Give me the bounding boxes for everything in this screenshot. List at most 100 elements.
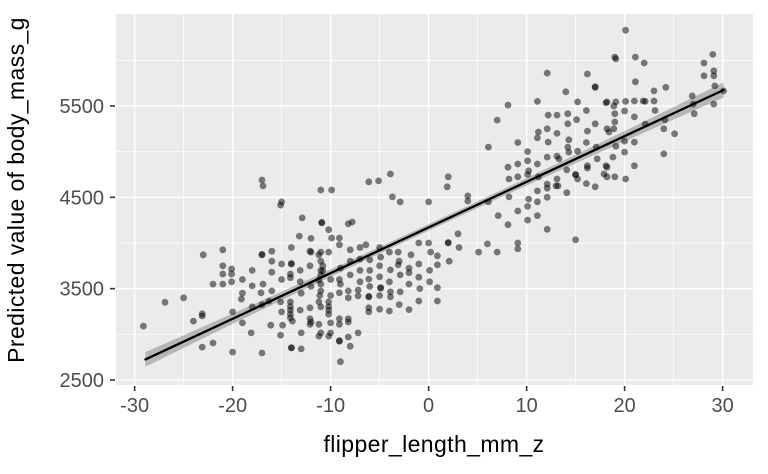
data-point — [631, 138, 638, 146]
data-point — [565, 148, 573, 156]
data-point — [327, 319, 334, 327]
data-point — [219, 280, 227, 288]
data-point — [434, 261, 441, 269]
data-point — [543, 125, 551, 133]
data-point — [316, 292, 324, 299]
data-point — [387, 266, 394, 274]
data-point — [543, 193, 551, 201]
data-point — [640, 59, 648, 67]
data-point — [434, 284, 441, 292]
data-point — [376, 273, 383, 281]
data-point — [239, 319, 246, 327]
data-point — [583, 139, 590, 146]
data-point — [386, 248, 393, 256]
data-point — [199, 251, 207, 259]
data-point — [365, 178, 373, 186]
data-point — [524, 157, 531, 165]
data-point — [622, 26, 629, 34]
data-point — [611, 173, 619, 181]
data-point — [524, 171, 531, 178]
data-point — [336, 320, 343, 328]
data-point — [247, 329, 255, 337]
data-point — [258, 349, 266, 357]
data-point — [525, 195, 532, 203]
data-point — [415, 239, 423, 247]
data-point — [565, 136, 573, 144]
data-point — [543, 184, 551, 192]
data-point — [611, 53, 619, 61]
data-point — [690, 110, 698, 118]
data-point — [258, 251, 266, 258]
data-point — [514, 173, 522, 181]
data-point — [709, 51, 717, 58]
data-point — [573, 116, 580, 124]
data-point — [591, 120, 599, 128]
data-point — [650, 87, 658, 95]
data-point — [524, 148, 531, 156]
data-point — [268, 257, 276, 265]
data-point — [711, 82, 719, 90]
data-point — [346, 271, 354, 279]
regression-line-segment — [144, 88, 725, 361]
data-point — [279, 321, 286, 329]
data-points — [140, 26, 727, 366]
data-point — [534, 98, 541, 105]
y-tick-label: 2500 — [60, 370, 105, 392]
data-point — [229, 348, 237, 356]
data-point — [278, 260, 285, 268]
data-point — [485, 143, 492, 151]
axis-tick-labels: -30 -20 -10 0 10 20 30 2500 3500 4500 5500 — [60, 96, 734, 417]
data-point — [405, 269, 413, 277]
data-point — [603, 98, 611, 106]
data-point — [710, 72, 718, 80]
regression-line — [144, 88, 725, 361]
data-point — [484, 240, 491, 248]
data-point — [493, 116, 501, 124]
x-tick-label: -20 — [218, 395, 247, 417]
data-point — [552, 182, 560, 190]
data-point — [386, 307, 393, 315]
data-point — [295, 232, 303, 240]
data-point — [660, 150, 668, 158]
data-point — [564, 120, 572, 128]
data-point — [407, 251, 415, 259]
data-point — [534, 212, 541, 220]
data-point — [583, 180, 590, 188]
data-point — [317, 329, 325, 337]
data-point — [317, 303, 325, 311]
data-point — [344, 315, 352, 323]
data-point — [365, 275, 373, 283]
data-point — [493, 248, 501, 256]
data-point — [307, 248, 315, 256]
data-point — [354, 329, 362, 337]
data-point — [318, 219, 326, 226]
data-point — [219, 262, 227, 270]
data-point — [209, 280, 217, 288]
data-point — [248, 282, 256, 290]
data-point — [504, 221, 512, 229]
data-point — [591, 83, 599, 91]
data-point — [434, 252, 441, 260]
data-point — [180, 294, 188, 302]
data-point — [198, 310, 206, 318]
data-point — [553, 175, 561, 183]
data-point — [641, 98, 649, 105]
data-point — [605, 128, 613, 136]
data-point — [395, 257, 403, 265]
data-point — [700, 59, 708, 67]
data-point — [443, 183, 451, 191]
x-tick-label: -10 — [316, 395, 345, 417]
data-point — [306, 262, 314, 270]
data-point — [553, 111, 561, 119]
data-point — [621, 107, 628, 115]
data-point — [325, 310, 333, 318]
data-point — [297, 329, 305, 337]
data-point — [660, 125, 668, 133]
data-point — [278, 308, 285, 316]
data-point — [289, 317, 296, 325]
data-point — [327, 276, 334, 283]
data-point — [611, 110, 619, 118]
data-point — [543, 225, 551, 233]
data-point — [444, 173, 452, 181]
